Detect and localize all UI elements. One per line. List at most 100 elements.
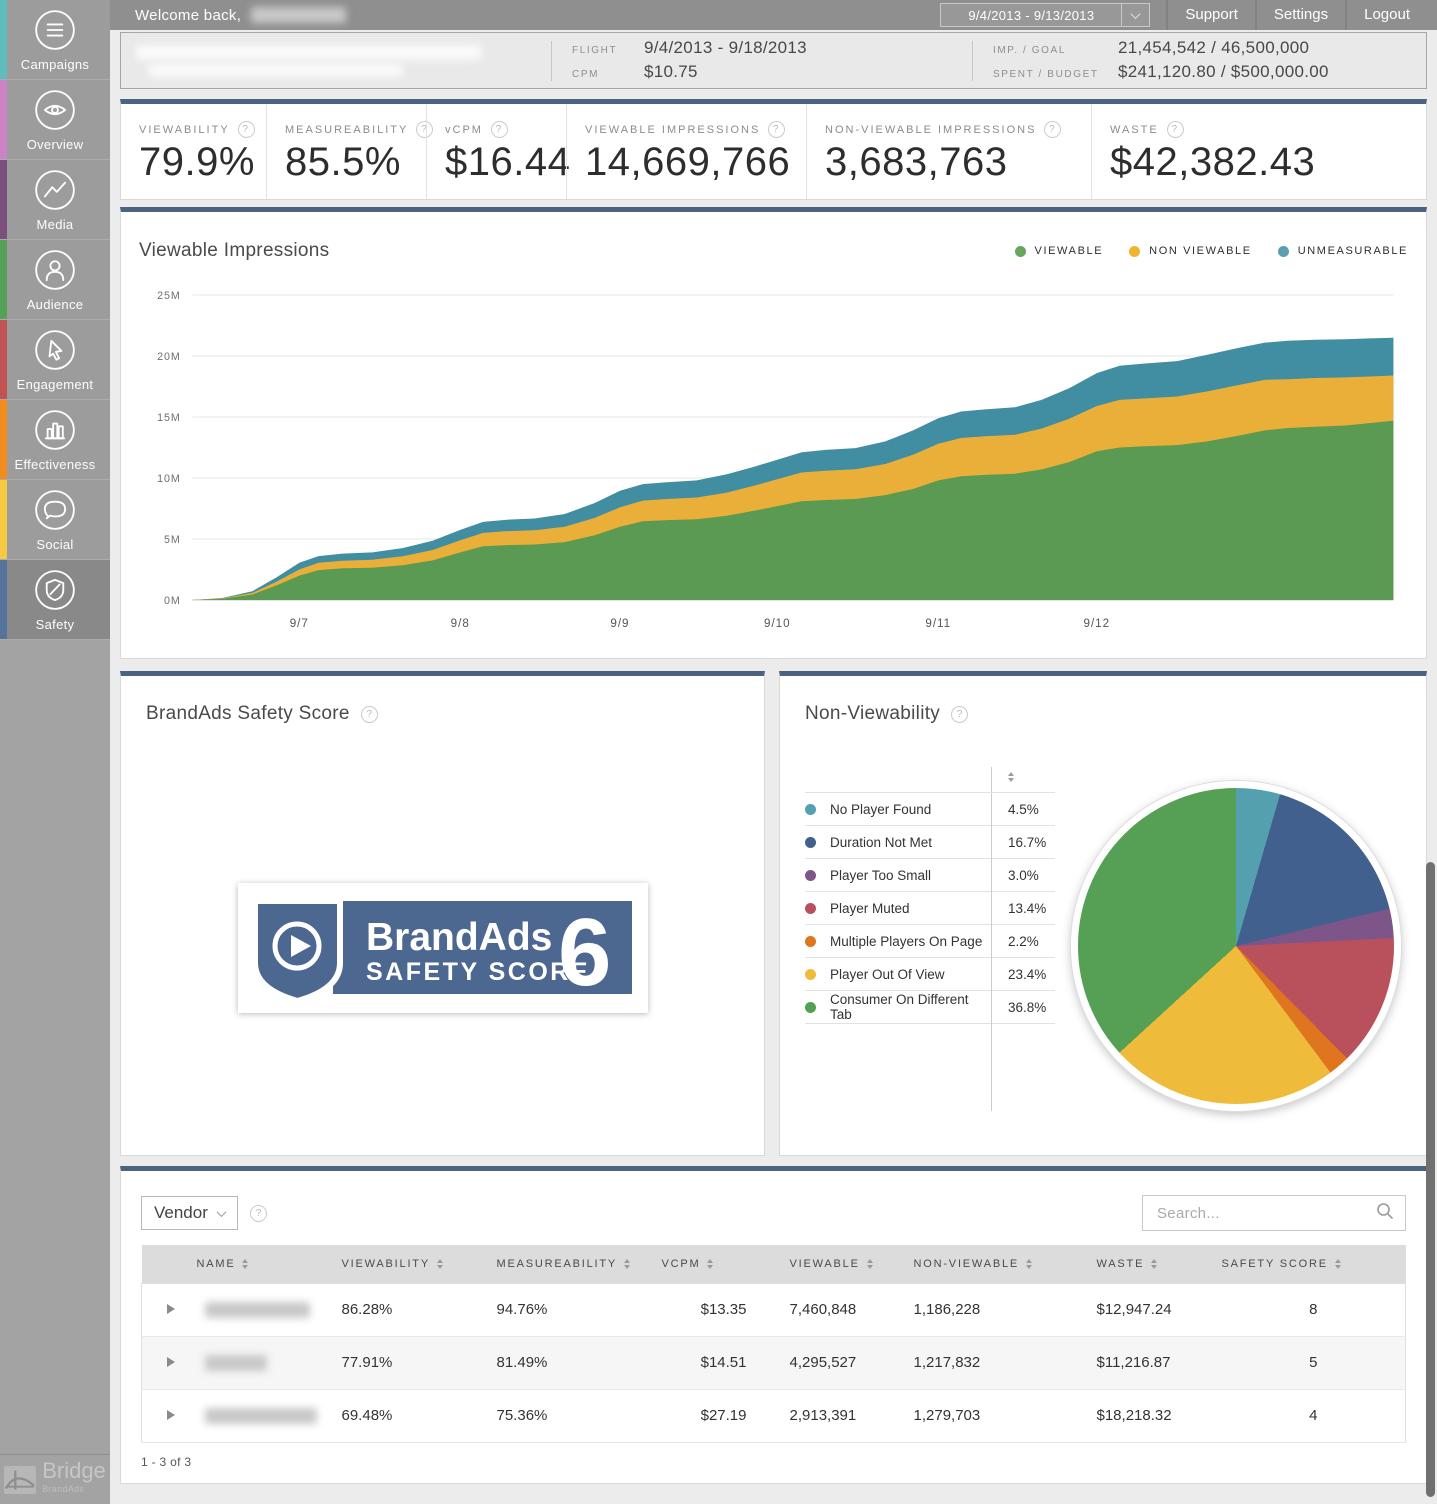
settings-link[interactable]: Settings (1254, 0, 1345, 30)
slice-pct: 3.0% (1008, 867, 1039, 883)
sidebar-label: Safety (35, 617, 75, 632)
help-icon[interactable]: ? (1044, 121, 1062, 138)
help-icon[interactable]: ? (360, 705, 378, 723)
redacted-vendor-name (205, 1408, 317, 1425)
divider (991, 767, 992, 1111)
safety-score-panel: BrandAds Safety Score ? BrandAds SAFETY … (120, 671, 765, 1156)
kpi-label: MEASUREABILITY (285, 123, 409, 136)
vendor-table-panel: Vendor ? NAME VIEWABILITY MEASUREABILITY… (120, 1166, 1427, 1484)
slice-label: Player Out Of View (830, 966, 945, 982)
badge-brand-text: BrandAds (366, 916, 552, 959)
help-icon[interactable]: ? (237, 121, 255, 138)
non-viewability-title: Non-Viewability (805, 703, 941, 724)
sort-icon (436, 1258, 443, 1269)
search-icon[interactable] (1375, 1201, 1395, 1226)
col-waste[interactable]: WASTE (1097, 1258, 1158, 1270)
svg-text:9/11: 9/11 (925, 616, 951, 630)
col-safety-score[interactable]: SAFETY SCORE (1222, 1258, 1341, 1270)
non-viewability-legend-table: No Player Found 4.5% Duration Not Met 16.7… (805, 767, 1055, 1111)
help-icon[interactable]: ? (416, 121, 434, 138)
person-icon (32, 247, 78, 293)
help-icon[interactable]: ? (951, 705, 969, 723)
legend-row: Player Muted 13.4% (805, 892, 1055, 925)
col-viewability[interactable]: VIEWABILITY (342, 1258, 443, 1270)
sort-icon (1334, 1258, 1341, 1269)
cell-measureability: 75.36% (496, 1389, 662, 1443)
cell-viewability: 69.48% (341, 1389, 497, 1443)
vertical-scrollbar[interactable] (1426, 862, 1435, 1497)
sidebar-label: Engagement (16, 377, 94, 392)
cell-non-viewable: 1,186,228 (896, 1283, 1077, 1337)
col-viewable[interactable]: VIEWABLE (790, 1258, 873, 1270)
svg-text:9/9: 9/9 (610, 616, 629, 630)
redacted-campaign-name (121, 44, 551, 77)
help-icon[interactable]: ? (1166, 121, 1184, 138)
legend-row: Consumer On Different Tab 36.8% (805, 991, 1055, 1024)
redacted-vendor-name (205, 1302, 310, 1319)
cell-safety-score: 8 (1221, 1283, 1406, 1337)
vendor-filter-select[interactable]: Vendor (141, 1196, 238, 1230)
kpi-label: vCPM (445, 123, 483, 136)
expand-row-icon[interactable] (167, 1356, 175, 1367)
date-range-select[interactable]: 9/4/2013 - 9/13/2013 (940, 3, 1151, 27)
sidebar-item-engagement[interactable]: Engagement (0, 320, 110, 400)
sort-icon[interactable] (1008, 772, 1014, 782)
search-input[interactable] (1157, 1204, 1375, 1222)
slice-label: Player Too Small (830, 867, 932, 883)
engagement-color-strip (0, 320, 7, 399)
vendor-filter-label: Vendor (154, 1203, 208, 1222)
kpi-label: VIEWABILITY (139, 123, 230, 136)
help-icon[interactable]: ? (490, 121, 508, 138)
col-vcpm[interactable]: VCPM (662, 1258, 714, 1270)
table-header-row: NAME VIEWABILITY MEASUREABILITY VCPM VIE… (141, 1245, 1406, 1283)
sidebar-item-overview[interactable]: Overview (0, 80, 110, 160)
slice-dot (805, 803, 816, 815)
slice-dot (805, 869, 816, 881)
bridge-logo-icon (4, 1465, 37, 1494)
sidebar-item-audience[interactable]: Audience (0, 240, 110, 320)
expand-row-icon[interactable] (167, 1303, 175, 1314)
sidebar-item-social[interactable]: Social (0, 480, 110, 560)
legend-label: NON VIEWABLE (1149, 245, 1252, 257)
flight-label: FLIGHT (572, 44, 618, 56)
slice-label: Consumer On Different Tab (830, 992, 969, 1022)
expand-row-icon[interactable] (167, 1409, 175, 1420)
help-icon[interactable]: ? (768, 121, 786, 138)
table-row: 86.28% 94.76% $13.35 7,460,848 1,186,228… (141, 1283, 1406, 1337)
kpi-measureability: MEASUREABILITY? 85.5% (266, 104, 434, 199)
slice-pct: 16.7% (1008, 834, 1047, 850)
col-non-viewable[interactable]: NON-VIEWABLE (914, 1258, 1033, 1270)
kpi-value: 79.9% (139, 140, 255, 184)
cell-safety-score: 5 (1221, 1336, 1406, 1390)
effectiveness-color-strip (0, 400, 7, 479)
logo-text: Bridge BrandAds (42, 1457, 106, 1494)
campaigns-menu-icon (32, 7, 78, 53)
help-icon[interactable]: ? (250, 1204, 267, 1222)
safety-score-title: BrandAds Safety Score (146, 703, 350, 724)
col-measureability[interactable]: MEASUREABILITY (497, 1258, 631, 1270)
pagination-status: 1 - 3 of 3 (141, 1454, 192, 1469)
sidebar-item-media[interactable]: Media (0, 160, 110, 240)
sidebar-label: Overview (26, 137, 84, 152)
support-link[interactable]: Support (1166, 0, 1255, 30)
svg-text:9/8: 9/8 (451, 616, 470, 630)
cell-safety-score: 4 (1221, 1389, 1406, 1443)
sidebar-item-effectiveness[interactable]: Effectiveness (0, 400, 110, 480)
unmeasurable-legend-dot (1277, 245, 1289, 257)
sidebar-item-campaigns[interactable]: Campaigns (0, 0, 110, 80)
svg-text:9/12: 9/12 (1084, 616, 1111, 630)
vendor-table: NAME VIEWABILITY MEASUREABILITY VCPM VIE… (141, 1245, 1406, 1443)
safety-score-value: 6 (558, 899, 611, 1006)
flight-value: 9/4/2013 - 9/18/2013 (644, 37, 807, 57)
logout-link[interactable]: Logout (1345, 0, 1427, 30)
sidebar-item-safety[interactable]: Safety (0, 560, 110, 640)
sidebar-label: Media (36, 217, 74, 232)
date-range-value: 9/4/2013 - 9/13/2013 (968, 7, 1095, 23)
kpi-label: VIEWABLE IMPRESSIONS (585, 123, 761, 136)
eye-icon (32, 87, 78, 133)
brand-logo: Bridge BrandAds (0, 1454, 110, 1504)
social-color-strip (0, 480, 7, 559)
col-name[interactable]: NAME (197, 1258, 249, 1270)
sidebar-label: Effectiveness (14, 457, 96, 472)
media-color-strip (0, 160, 7, 239)
